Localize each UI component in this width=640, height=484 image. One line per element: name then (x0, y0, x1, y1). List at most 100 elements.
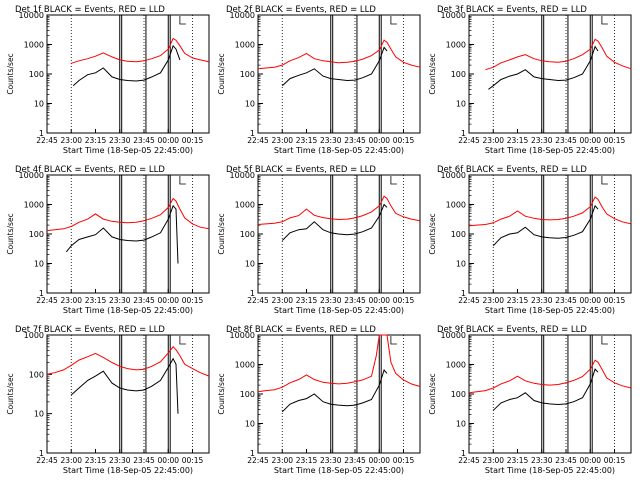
x-tick-label: 00:00 (368, 456, 390, 465)
y-tick-label: 100 (240, 390, 255, 399)
y-tick-label: 1 (39, 449, 44, 458)
y-tick-label: 1000 (446, 201, 466, 210)
y-tick-label: 10000 (19, 11, 44, 20)
flag-marker (601, 16, 608, 25)
y-tick-label: 1000 (235, 201, 255, 210)
x-tick-label: 23:30 (109, 456, 131, 465)
x-axis-label: Start Time (18-Sep-05 22:45:00) (274, 146, 404, 155)
plot-frame (257, 334, 421, 454)
plot-frame (46, 174, 210, 294)
y-tick-label: 10 (245, 420, 255, 429)
y-axis-label: Counts/sec (6, 53, 15, 94)
chart-title: Det 8f BLACK = Events, RED = LLD (226, 325, 376, 335)
flag-marker (179, 176, 186, 185)
y-tick-label: 100 (240, 70, 255, 79)
x-tick-label: 23:15 (296, 136, 318, 145)
plot-frame (46, 334, 210, 454)
x-tick-label: 00:15 (182, 456, 204, 465)
series-line-lld (485, 38, 632, 71)
plot-frame (46, 14, 210, 134)
x-tick-label: 23:45 (133, 296, 155, 305)
y-axis-label: Counts/sec (6, 373, 15, 414)
chart-title: Det 9f BLACK = Events, RED = LLD (437, 325, 587, 335)
y-tick-label: 1 (250, 289, 255, 298)
chart-title: Det 3f BLACK = Events, RED = LLD (437, 5, 587, 15)
flag-marker (390, 16, 397, 25)
x-tick-label: 00:15 (182, 136, 204, 145)
y-tick-label: 10 (34, 100, 44, 109)
flag-marker (390, 336, 397, 345)
x-axis-label: Start Time (18-Sep-05 22:45:00) (63, 146, 193, 155)
x-axis-label: Start Time (18-Sep-05 22:45:00) (274, 306, 404, 315)
x-tick-label: 23:45 (133, 136, 155, 145)
x-tick-label: 00:15 (604, 296, 626, 305)
x-tick-label: 23:15 (507, 136, 529, 145)
series-line-events (281, 46, 388, 87)
y-tick-label: 1 (39, 129, 44, 138)
chart-title: Det 4f BLACK = Events, RED = LLD (15, 165, 165, 175)
x-tick-label: 23:45 (344, 456, 366, 465)
x-tick-label: 00:15 (604, 456, 626, 465)
x-axis-label: Start Time (18-Sep-05 22:45:00) (485, 146, 615, 155)
series-line-events (488, 45, 599, 90)
x-tick-label: 00:00 (368, 296, 390, 305)
x-tick-label: 23:00 (482, 296, 504, 305)
series-line-lld (468, 196, 632, 227)
x-tick-label: 23:30 (531, 136, 553, 145)
x-tick-label: 23:00 (271, 296, 293, 305)
series-line-lld (257, 195, 421, 225)
x-tick-label: 00:00 (579, 136, 601, 145)
x-axis-label: Start Time (18-Sep-05 22:45:00) (274, 466, 404, 475)
y-axis-label: Counts/sec (428, 213, 437, 254)
x-tick-label: 23:45 (555, 456, 577, 465)
plot-frame (468, 174, 632, 294)
series-line-events (72, 44, 181, 87)
x-tick-label: 00:15 (182, 296, 204, 305)
series-line-events (281, 368, 388, 413)
x-tick-label: 00:00 (157, 456, 179, 465)
x-tick-label: 00:00 (579, 456, 601, 465)
chart-panel-9: Det 9f BLACK = Events, RED = LLD 1 10 100 10… (428, 325, 632, 475)
y-axis-label: Counts/sec (217, 213, 226, 254)
y-tick-label: 10000 (230, 11, 255, 20)
x-tick-label: 23:45 (344, 136, 366, 145)
y-tick-label: 100 (451, 70, 466, 79)
series-line-events (66, 204, 179, 264)
x-tick-label: 22:45 (36, 456, 58, 465)
x-tick-label: 23:30 (531, 456, 553, 465)
y-tick-label: 1 (461, 289, 466, 298)
plot-frame (257, 14, 421, 134)
x-tick-label: 23:30 (531, 296, 553, 305)
x-tick-label: 23:45 (133, 456, 155, 465)
y-axis-label: Counts/sec (217, 53, 226, 94)
x-tick-label: 22:45 (247, 456, 269, 465)
chart-title: Det 2f BLACK = Events, RED = LLD (226, 5, 376, 15)
chart-panel-7: Det 7f BLACK = Events, RED = LLD 1 10 100 10… (6, 325, 210, 475)
x-tick-label: 00:15 (604, 136, 626, 145)
x-tick-label: 23:00 (60, 296, 82, 305)
series-line-lld (71, 37, 210, 64)
flag-marker (601, 176, 608, 185)
chart-panel-3: Det 3f BLACK = Events, RED = LLD 1 10 100 10… (428, 5, 632, 155)
y-axis-label: Counts/sec (428, 373, 437, 414)
y-tick-label: 1 (461, 129, 466, 138)
y-tick-label: 10 (245, 100, 255, 109)
chart-panel-5: Det 5f BLACK = Events, RED = LLD 1 10 100 10… (217, 165, 421, 315)
x-tick-label: 00:15 (393, 456, 415, 465)
x-tick-label: 23:15 (507, 296, 529, 305)
y-tick-label: 100 (451, 390, 466, 399)
y-tick-label: 10 (456, 420, 466, 429)
y-tick-label: 10000 (441, 331, 466, 340)
y-tick-label: 10 (456, 100, 466, 109)
y-tick-label: 1 (250, 449, 255, 458)
x-tick-label: 23:45 (555, 296, 577, 305)
chart-title: Det 1f BLACK = Events, RED = LLD (15, 5, 165, 15)
flag-marker (601, 336, 608, 345)
x-tick-label: 00:00 (157, 136, 179, 145)
x-tick-label: 22:45 (36, 136, 58, 145)
x-tick-label: 22:45 (247, 296, 269, 305)
y-tick-label: 1000 (24, 331, 44, 340)
x-tick-label: 23:00 (482, 456, 504, 465)
y-tick-label: 100 (240, 230, 255, 239)
chart-title: Det 5f BLACK = Events, RED = LLD (226, 165, 376, 175)
